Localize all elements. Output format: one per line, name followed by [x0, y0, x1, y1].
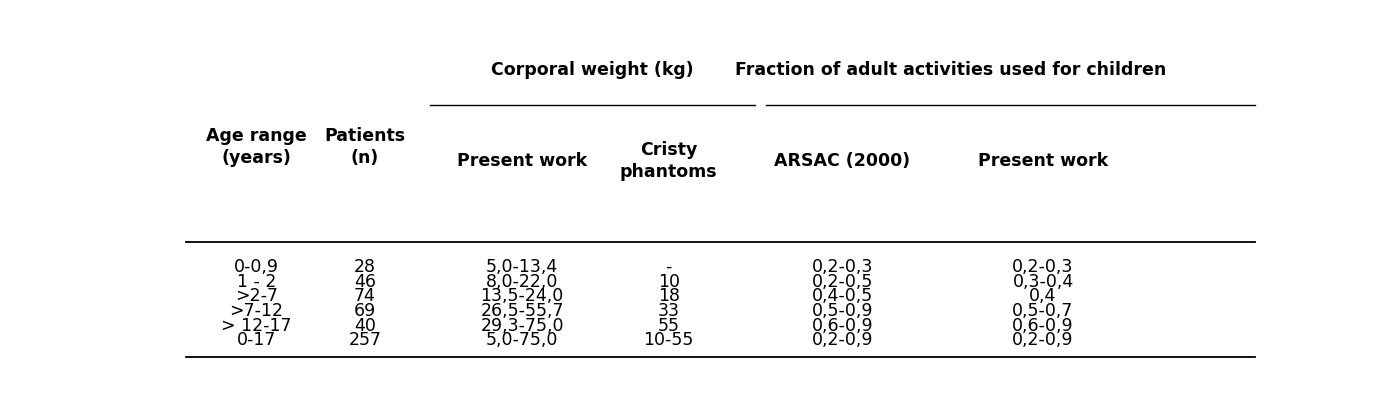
- Text: 0,2-0,3: 0,2-0,3: [812, 258, 874, 276]
- Text: 26,5-55,7: 26,5-55,7: [480, 302, 564, 320]
- Text: 0,3-0,4: 0,3-0,4: [1012, 273, 1074, 290]
- Text: 257: 257: [349, 331, 381, 349]
- Text: 0,2-0,9: 0,2-0,9: [812, 331, 874, 349]
- Text: Patients
(n): Patients (n): [325, 127, 406, 167]
- Text: 0,4: 0,4: [1029, 287, 1057, 305]
- Text: 0,4-0,5: 0,4-0,5: [812, 287, 874, 305]
- Text: >2-7: >2-7: [235, 287, 277, 305]
- Text: 46: 46: [354, 273, 375, 290]
- Text: 5,0-75,0: 5,0-75,0: [486, 331, 559, 349]
- Text: Present work: Present work: [979, 152, 1107, 170]
- Text: 74: 74: [354, 287, 375, 305]
- Text: 0-17: 0-17: [237, 331, 276, 349]
- Text: 0-0,9: 0-0,9: [234, 258, 279, 276]
- Text: 69: 69: [354, 302, 377, 320]
- Text: Present work: Present work: [458, 152, 587, 170]
- Text: 10: 10: [658, 273, 679, 290]
- Text: 5,0-13,4: 5,0-13,4: [486, 258, 559, 276]
- Text: > 12-17: > 12-17: [221, 317, 291, 335]
- Text: Fraction of adult activities used for children: Fraction of adult activities used for ch…: [735, 62, 1166, 79]
- Text: 40: 40: [354, 317, 375, 335]
- Text: 29,3-75,0: 29,3-75,0: [480, 317, 564, 335]
- Text: 10-55: 10-55: [644, 331, 694, 349]
- Text: 0,2-0,3: 0,2-0,3: [1012, 258, 1074, 276]
- Text: 0,5-0,9: 0,5-0,9: [812, 302, 874, 320]
- Text: 13,5-24,0: 13,5-24,0: [480, 287, 564, 305]
- Text: ARSAC (2000): ARSAC (2000): [774, 152, 910, 170]
- Text: 33: 33: [658, 302, 679, 320]
- Text: Corporal weight (kg): Corporal weight (kg): [491, 62, 694, 79]
- Text: 55: 55: [658, 317, 679, 335]
- Text: 1 - 2: 1 - 2: [237, 273, 276, 290]
- Text: 0,2-0,5: 0,2-0,5: [812, 273, 874, 290]
- Text: 28: 28: [354, 258, 375, 276]
- Text: 8,0-22,0: 8,0-22,0: [486, 273, 559, 290]
- Text: 0,5-0,7: 0,5-0,7: [1012, 302, 1074, 320]
- Text: >7-12: >7-12: [230, 302, 283, 320]
- Text: -: -: [665, 258, 672, 276]
- Text: Cristy
phantoms: Cristy phantoms: [620, 141, 717, 181]
- Text: 0,2-0,9: 0,2-0,9: [1012, 331, 1074, 349]
- Text: Age range
(years): Age range (years): [206, 127, 307, 167]
- Text: 0,6-0,9: 0,6-0,9: [812, 317, 874, 335]
- Text: 0,6-0,9: 0,6-0,9: [1012, 317, 1074, 335]
- Text: 18: 18: [658, 287, 679, 305]
